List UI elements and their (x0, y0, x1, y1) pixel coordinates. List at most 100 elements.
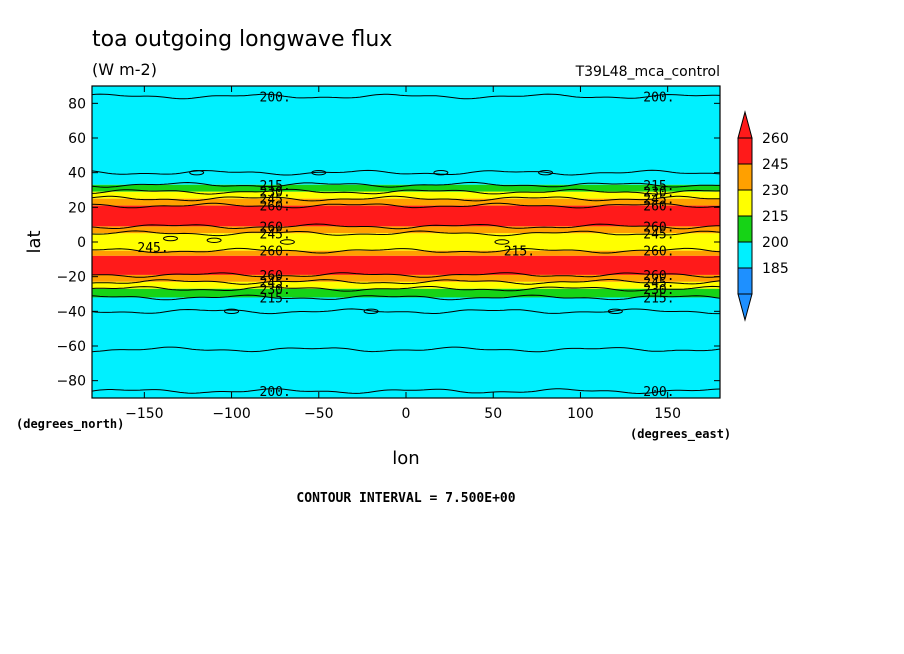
colorbar-box-0 (737, 137, 753, 165)
band-4 (92, 205, 720, 227)
contour-label-12-1: 215. (643, 291, 674, 306)
x-tick-label-6: 150 (654, 406, 681, 422)
contour-label-10-1: 245. (643, 276, 674, 291)
contour-line-4 (91, 195, 720, 202)
y-tick-label-1: 60 (68, 131, 86, 147)
contour-label-0-1: 200. (643, 90, 674, 105)
y-tick-label-6: −40 (56, 304, 86, 320)
x-tick-label-4: 50 (484, 406, 502, 422)
contour-blob-4 (189, 169, 205, 176)
contour-annotation-0: 245. (137, 241, 168, 256)
chart-title: toa outgoing longwave flux (92, 27, 392, 52)
contour-label-5-0: 260. (260, 200, 291, 215)
x-tick-label-2: −50 (304, 406, 334, 422)
contour-blob-6 (433, 169, 449, 176)
contour-label-6-1: 260. (643, 220, 674, 235)
band-0 (92, 86, 720, 185)
band-10 (92, 281, 720, 289)
contour-label-9-0: 260. (260, 269, 291, 284)
y-tick-label-7: −60 (56, 339, 86, 355)
contour-label-2-1: 215. (643, 179, 674, 194)
colorbar-box-5 (737, 267, 753, 295)
chart-units: (W m-2) (92, 60, 157, 79)
contour-label-11-0: 230. (260, 283, 291, 298)
contour-blob-10 (607, 308, 623, 315)
axes: −150 −100 −50 0 50 100 150 80 60 40 20 0 −20 −40 −60 −8… (56, 85, 721, 422)
colorbar-label-1: 245 (762, 157, 789, 173)
y-tick-label-2: 40 (68, 166, 86, 182)
y-tick-label-8: −80 (56, 374, 86, 390)
contour-line-7 (91, 230, 721, 237)
y-tick-label-5: −20 (56, 270, 86, 286)
band-5 (92, 226, 720, 234)
contour-line-9 (92, 272, 721, 278)
colorbar-label-0: 260 (762, 131, 789, 147)
contour-line-2 (91, 181, 720, 188)
contour-label-8-0: 260. (260, 245, 291, 260)
colorbar: 260 245 230 215 200 185 (737, 110, 789, 322)
band-11 (92, 288, 720, 298)
contour-label-15-0: 200. (260, 385, 291, 400)
band-2 (92, 191, 720, 199)
contour-label-9-1: 260. (643, 269, 674, 284)
y-axis-label: lat (24, 230, 45, 253)
contour-label-3-0: 230. (260, 186, 291, 201)
y-units-label: (degrees_north) (16, 417, 124, 432)
experiment-label: T39L48_mca_control (575, 64, 720, 80)
contour-blob-8 (224, 308, 240, 315)
contour-line-3 (91, 188, 721, 195)
contour-label-6-0: 260. (260, 220, 291, 235)
x-tick-label-0: −150 (125, 406, 163, 422)
x-axis-label: lon (392, 448, 419, 469)
colorbar-label-2: 230 (762, 183, 789, 199)
y-tick-label-3: 20 (68, 200, 86, 216)
contour-line-5 (91, 202, 721, 209)
colorbar-label-5: 185 (762, 261, 789, 277)
contour-label-11-1: 230. (643, 283, 674, 298)
colorbar-under-arrow (737, 293, 753, 322)
plot-area: 200. 200.215. 215.230. 230.245. 245.260. 260.… (91, 86, 721, 400)
contour-blob-1 (206, 237, 222, 243)
y-tick-label-0: 80 (68, 96, 86, 112)
contour-line-8 (92, 247, 721, 254)
contour-blob-2 (279, 239, 295, 245)
contour-label-7-1: 245. (643, 227, 674, 242)
contour-blob-0 (163, 235, 178, 242)
colorbar-over-arrow (737, 110, 753, 139)
colorbar-box-3 (737, 215, 753, 243)
colorbar-label-3: 215 (762, 209, 789, 225)
contour-label-7-0: 245. (260, 227, 291, 242)
y-tick-label-4: 0 (77, 235, 86, 251)
band-1 (92, 184, 720, 192)
contour-interval-footer: CONTOUR INTERVAL = 7.500E+00 (296, 491, 515, 506)
colorbar-box-4 (737, 241, 753, 269)
contour-annotation-1: 215. (504, 245, 535, 260)
contour-line-14 (91, 346, 721, 353)
contour-label-8-1: 260. (643, 245, 674, 260)
contour-line-6 (91, 223, 721, 230)
contour-blob-3 (494, 239, 510, 245)
contour-label-0-0: 200. (260, 90, 291, 105)
colorbar-box-1 (737, 163, 753, 191)
contour-line-11 (91, 285, 721, 292)
contour-blob-9 (363, 308, 379, 315)
band-6 (92, 233, 720, 251)
contour-label-12-0: 215. (260, 291, 291, 306)
x-tick-label-1: −100 (212, 406, 250, 422)
contour-blob-5 (311, 169, 327, 176)
contour-blob-7 (538, 169, 554, 176)
contour-label-15-1: 200. (643, 385, 674, 400)
contour-line-10 (91, 279, 721, 285)
band-8 (92, 255, 720, 275)
colorbar-box-2 (737, 189, 753, 217)
contour-line-13 (91, 308, 720, 315)
x-units-label: (degrees_east) (630, 427, 731, 442)
contour-label-5-1: 260. (643, 200, 674, 215)
contour-label-4-0: 245. (260, 193, 291, 208)
contour-line-0 (91, 93, 721, 100)
band-7 (92, 250, 720, 256)
x-tick-label-5: 100 (567, 406, 594, 422)
x-tick-label-3: 0 (402, 406, 411, 422)
contour-line-12 (91, 294, 721, 301)
